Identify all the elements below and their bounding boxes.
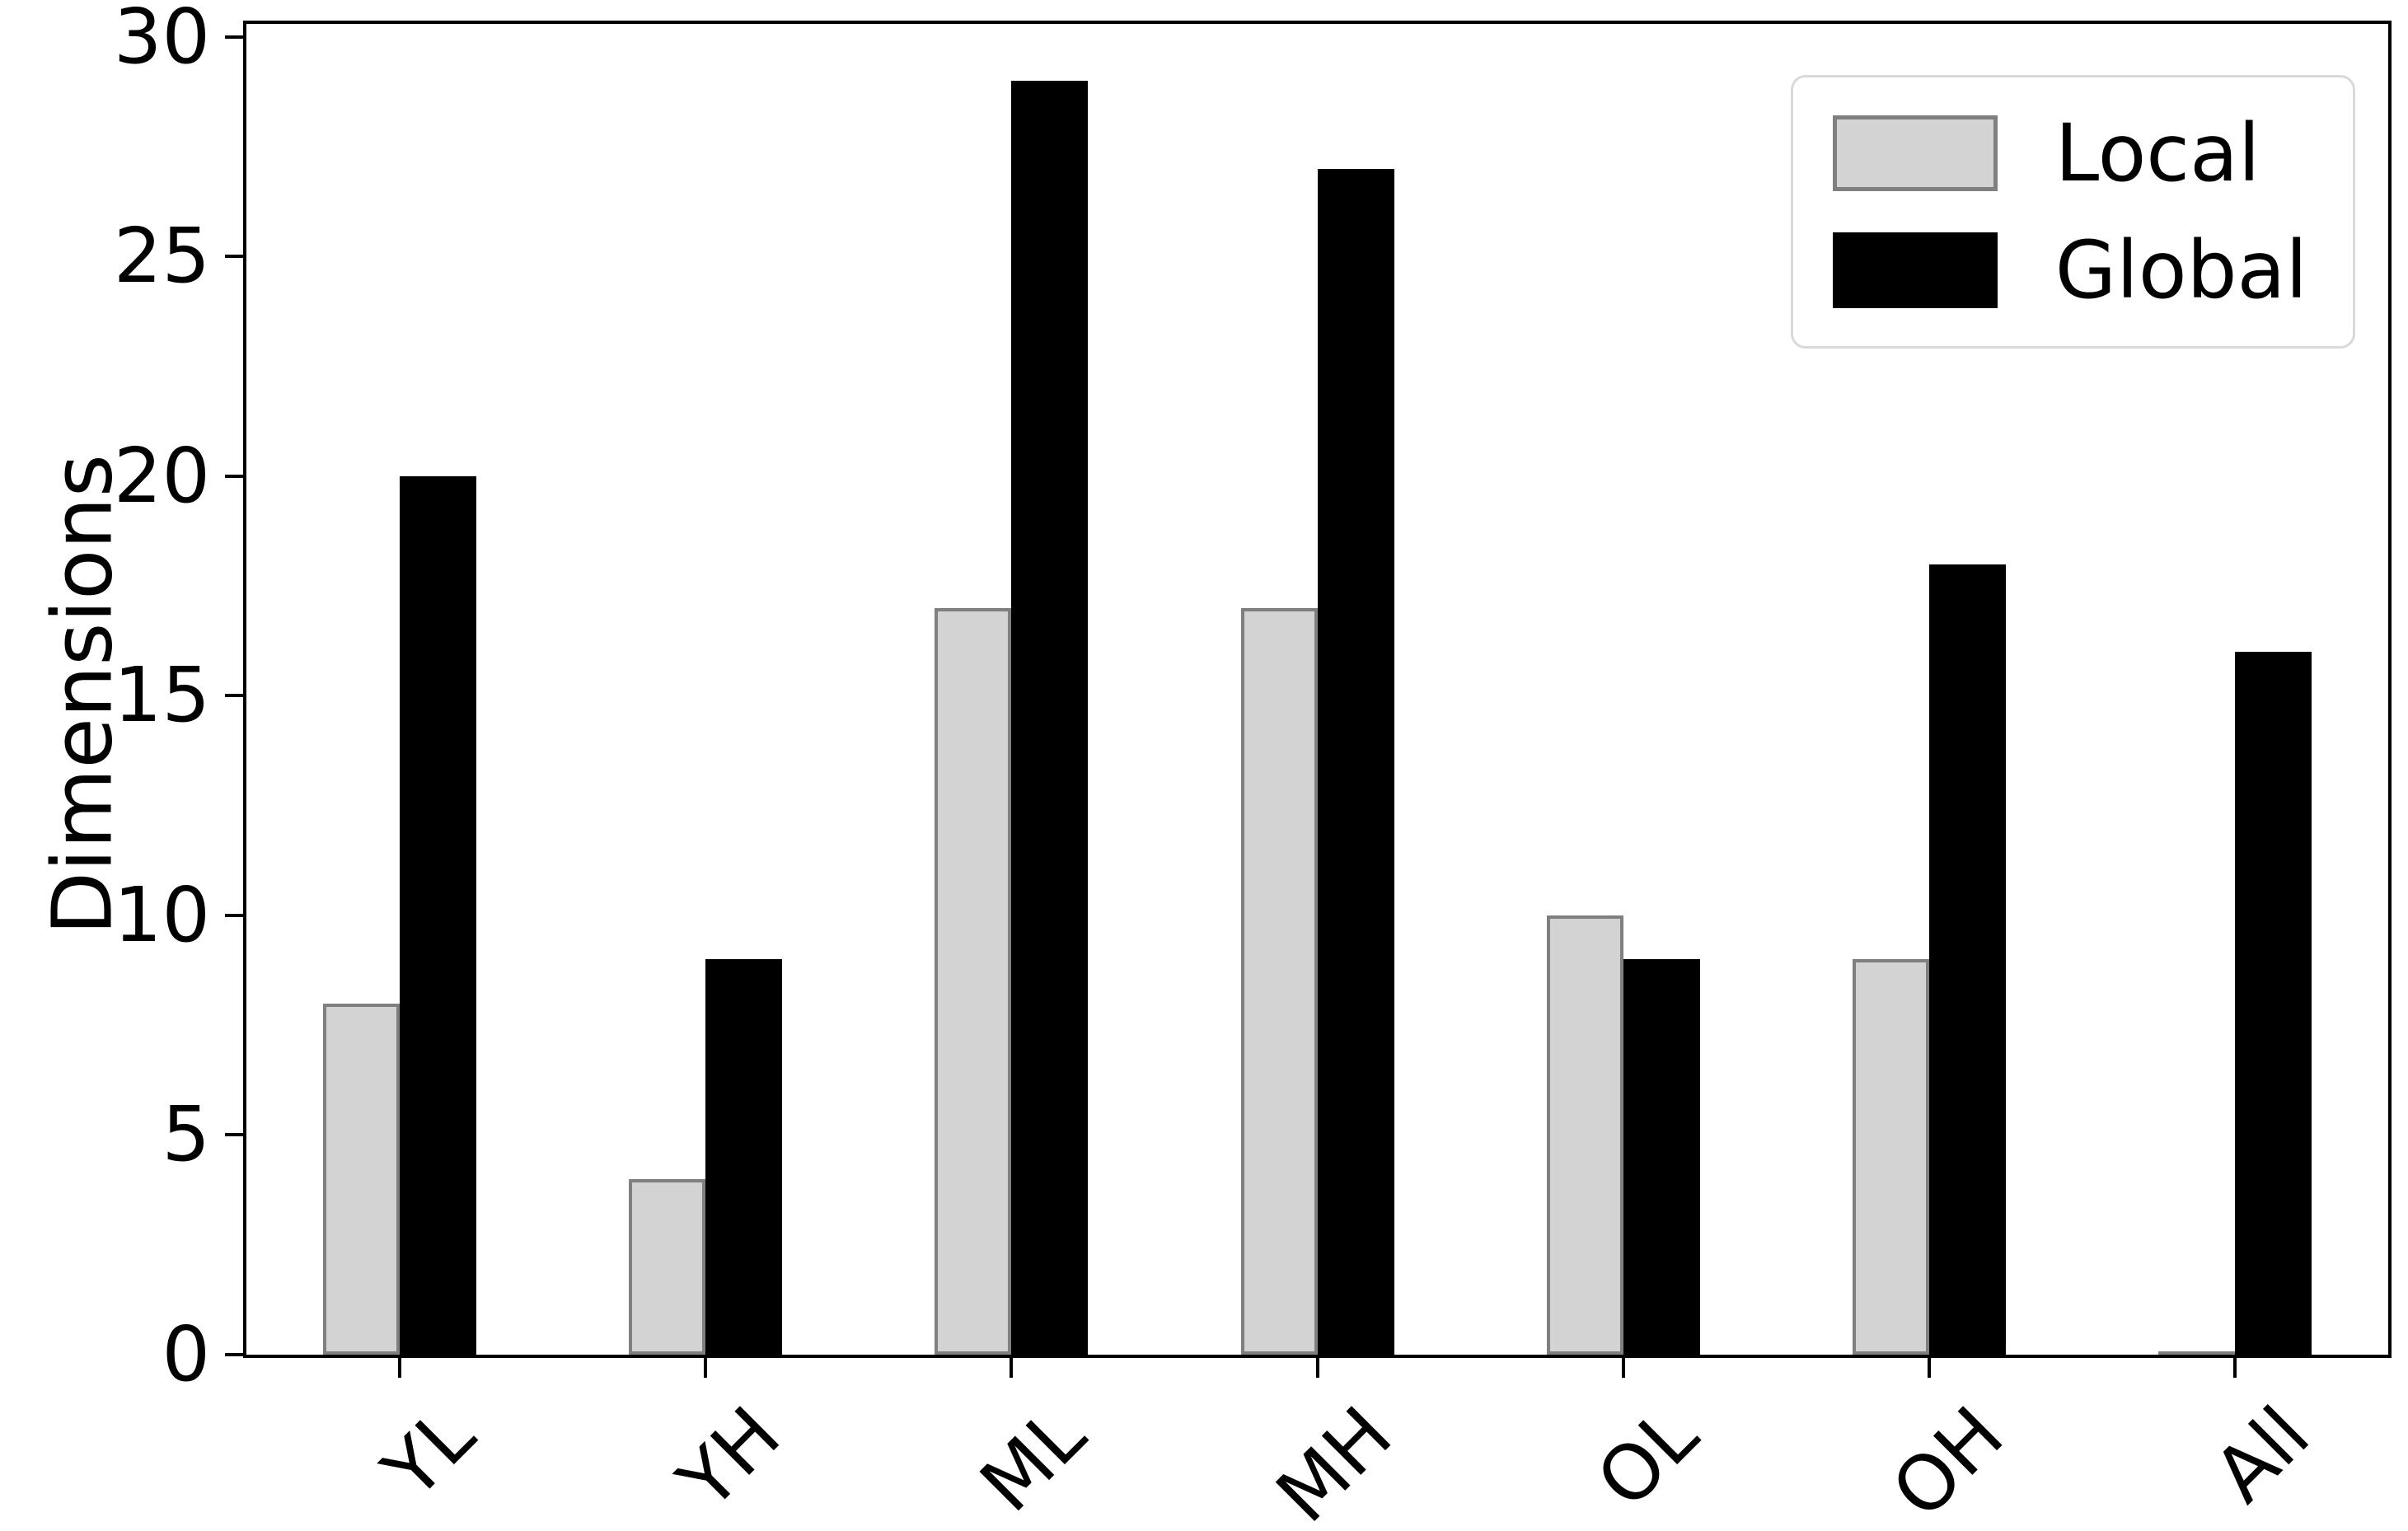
y-tick-mark — [225, 35, 243, 39]
x-tick-label: YL — [366, 1390, 491, 1515]
bar-local-OL — [1547, 915, 1623, 1355]
bar-global-YH — [705, 959, 782, 1355]
bar-local-OH — [1853, 959, 1929, 1355]
bar-local-YL — [323, 1004, 400, 1355]
x-tick-mark — [1010, 1358, 1013, 1378]
x-tick-label: YH — [661, 1390, 797, 1526]
x-tick-mark — [1316, 1358, 1319, 1378]
y-tick-label: 15 — [113, 651, 210, 739]
x-tick-mark — [704, 1358, 707, 1378]
bar-global-OL — [1623, 959, 1700, 1355]
y-tick-label: 10 — [113, 871, 210, 959]
bar-local-ML — [935, 608, 1011, 1355]
x-tick-mark — [2233, 1358, 2237, 1378]
x-tick-label: OL — [1580, 1390, 1715, 1525]
legend-item-global: Global — [1832, 224, 2307, 316]
y-tick-mark — [225, 914, 243, 917]
bar-global-YL — [400, 476, 476, 1355]
y-tick-mark — [225, 475, 243, 478]
bar-local-YH — [629, 1179, 705, 1355]
bar-local-All — [2158, 1351, 2235, 1355]
y-tick-mark — [225, 255, 243, 258]
x-tick-mark — [1928, 1358, 1931, 1378]
plot-area: Local Global 0 5 10 15 20 25 30 YL YH ML MH OL OH All — [114, 0, 2392, 1531]
legend-label-local: Local — [2054, 107, 2260, 199]
x-tick-label: All — [2197, 1390, 2326, 1519]
bar-local-MH — [1241, 608, 1318, 1355]
y-tick-mark — [225, 1133, 243, 1136]
legend-swatch-global — [1832, 232, 1998, 308]
x-tick-label: ML — [963, 1390, 1103, 1529]
y-tick-label: 0 — [162, 1310, 210, 1398]
y-tick-label: 25 — [113, 212, 210, 300]
x-tick-mark — [1622, 1358, 1625, 1378]
bar-global-All — [2235, 652, 2312, 1355]
x-tick-label: MH — [1260, 1390, 1409, 1531]
legend-label-global: Global — [2054, 224, 2307, 316]
bar-global-OH — [1929, 564, 2006, 1355]
y-tick-label: 30 — [113, 0, 210, 81]
x-tick-label: OH — [1876, 1390, 2021, 1531]
x-tick-mark — [398, 1358, 401, 1378]
bar-global-ML — [1011, 81, 1088, 1355]
legend-item-local: Local — [1832, 107, 2307, 199]
y-tick-mark — [225, 1353, 243, 1356]
bar-global-MH — [1318, 169, 1394, 1355]
legend: Local Global — [1790, 75, 2355, 349]
y-tick-label: 5 — [162, 1090, 210, 1178]
legend-swatch-local — [1832, 115, 1998, 191]
y-tick-mark — [225, 694, 243, 697]
y-tick-label: 20 — [113, 432, 210, 520]
